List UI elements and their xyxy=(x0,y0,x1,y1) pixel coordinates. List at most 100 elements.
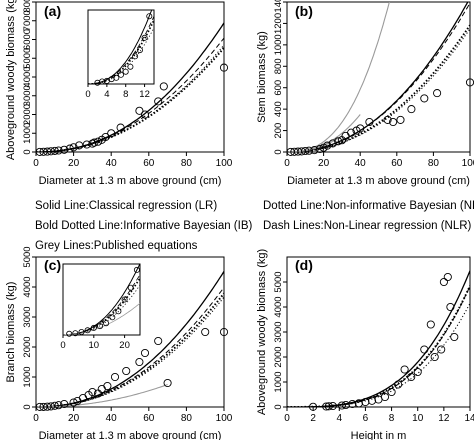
data-point xyxy=(315,144,324,154)
data-point xyxy=(361,397,370,407)
inset-data-point xyxy=(127,63,134,70)
data-point xyxy=(88,139,97,148)
inset-data-point xyxy=(141,34,148,41)
panel-label: (d) xyxy=(295,257,313,273)
inset-data-point xyxy=(109,314,116,321)
data-point xyxy=(201,327,210,337)
data-point xyxy=(50,146,59,155)
y-tick-label: 1200 xyxy=(273,13,284,34)
curve-solid xyxy=(287,2,469,152)
y-tick-label: 5000 xyxy=(273,271,284,292)
curve-bold-dotted xyxy=(36,47,224,152)
y-axis-label: Branch biomass (kg) xyxy=(5,282,17,383)
inset-x-tick-label: 4 xyxy=(104,89,109,100)
y-tick-label: 5000 xyxy=(22,246,33,267)
data-point xyxy=(219,63,229,72)
curve-dashed xyxy=(287,2,470,152)
legend-dotted-line: Dotted Line:Non-informative Bayesian (NB… xyxy=(263,200,474,212)
data-point xyxy=(356,124,365,133)
inset-x-tick-label: 0 xyxy=(85,89,90,100)
inset-data-point xyxy=(132,53,139,60)
x-tick-label: 60 xyxy=(391,158,403,169)
inset-data-point xyxy=(127,284,134,291)
data-point xyxy=(367,396,377,405)
inset-x-tick-label: 12 xyxy=(139,89,150,100)
legend-dash-lines: Dash Lines:Non-Linear regression (NLR) xyxy=(263,220,472,232)
x-tick-label: 0 xyxy=(284,158,290,169)
panel-label: (b) xyxy=(295,3,313,19)
x-tick-label: 80 xyxy=(428,158,440,169)
curve-grey xyxy=(287,135,343,152)
inset-data-point xyxy=(66,330,73,337)
data-point xyxy=(324,402,333,411)
legend-bold-dotted-line: Bold Dotted Line:Informative Bayesian (I… xyxy=(35,220,253,232)
x-axis-label: Diameter at 1.3 m above ground (cm) xyxy=(39,430,222,440)
y-tick-label: 4000 xyxy=(273,296,284,317)
legend-solid-line: Solid Line:Classical regression (LR) xyxy=(35,200,218,212)
data-point xyxy=(341,400,350,410)
y-tick-label: 8000 xyxy=(22,0,33,13)
y-tick-label: 1000 xyxy=(273,371,284,392)
data-point xyxy=(389,117,398,127)
plot-frame xyxy=(286,1,471,153)
data-point xyxy=(116,123,125,132)
data-point xyxy=(413,367,422,377)
data-point xyxy=(394,380,403,389)
data-point xyxy=(337,401,346,410)
data-point xyxy=(323,141,332,150)
inset-x-tick-label: 20 xyxy=(119,340,130,351)
data-point xyxy=(433,89,442,98)
curve-bold-dotted xyxy=(36,292,224,407)
panel-label: (c) xyxy=(44,257,61,273)
data-point xyxy=(107,129,116,138)
x-tick-label: 0 xyxy=(33,158,39,169)
data-point xyxy=(396,115,405,124)
data-point xyxy=(140,348,150,358)
data-point xyxy=(347,128,356,137)
inset-curve-bold-dotted xyxy=(63,277,140,335)
x-tick-label: 12 xyxy=(438,413,450,424)
data-point xyxy=(46,402,56,411)
y-tick-label: 4000 xyxy=(22,66,33,87)
data-point xyxy=(322,402,331,411)
data-point xyxy=(365,117,374,127)
x-tick-label: 40 xyxy=(106,158,118,169)
inset-data-point xyxy=(113,74,120,81)
data-point xyxy=(387,387,396,397)
curve-dotted xyxy=(287,28,470,152)
data-point xyxy=(383,115,392,124)
y-tick-label: 200 xyxy=(273,123,284,139)
inset-curve-bold-dotted xyxy=(88,19,154,84)
y-tick-label: 7000 xyxy=(22,10,33,31)
inset-data-point xyxy=(115,308,122,315)
x-tick-label: 2 xyxy=(310,413,316,424)
y-tick-label: 2000 xyxy=(273,346,284,367)
inset-data-point xyxy=(90,324,97,331)
inset-data-point xyxy=(97,323,104,330)
x-tick-label: 80 xyxy=(181,413,193,424)
data-point xyxy=(60,399,69,409)
curve-dashed xyxy=(36,37,224,152)
y-tick-label: 800 xyxy=(273,58,284,74)
data-point xyxy=(304,146,314,155)
y-tick-label: 0 xyxy=(273,149,284,154)
data-point xyxy=(54,146,63,155)
y-tick-label: 4000 xyxy=(22,276,33,297)
data-point xyxy=(93,137,103,146)
inset-data-point xyxy=(78,328,85,335)
x-tick-label: 6 xyxy=(363,413,369,424)
data-point xyxy=(69,398,78,407)
y-tick-label: 5000 xyxy=(22,48,33,69)
inset-curve-grey xyxy=(63,302,140,335)
inset-data-point xyxy=(84,327,91,334)
y-tick-label: 400 xyxy=(273,101,284,117)
data-point xyxy=(65,144,74,153)
y-tick-label: 3000 xyxy=(22,306,33,327)
x-tick-label: 0 xyxy=(33,413,39,424)
data-point xyxy=(334,137,343,146)
y-tick-label: 0 xyxy=(22,149,33,154)
inset-curve-dotted xyxy=(63,284,140,335)
x-tick-label: 14 xyxy=(464,413,474,424)
x-tick-label: 10 xyxy=(412,413,424,424)
data-point xyxy=(430,352,439,362)
